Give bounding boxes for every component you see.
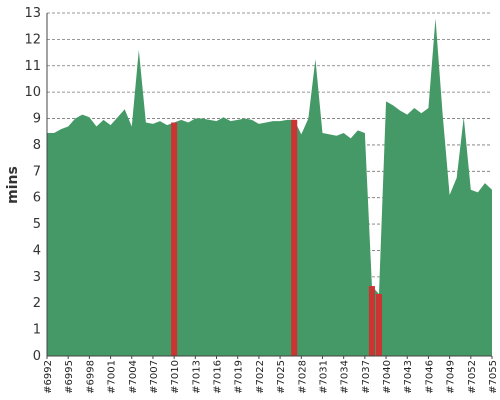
x-tick-label: #7019	[234, 360, 245, 394]
x-tick-label: #7049	[446, 360, 457, 394]
duration-area	[47, 18, 492, 357]
y-tick-label: 8	[33, 138, 41, 153]
axes	[46, 13, 492, 357]
x-tick-label: #7025	[276, 360, 287, 394]
x-tick-label: #7037	[361, 360, 372, 394]
y-tick-label: 2	[33, 296, 41, 311]
y-tick-label: 4	[33, 243, 41, 258]
y-tick-label: 12	[24, 32, 41, 47]
x-tick-label: #7001	[107, 360, 118, 394]
x-tick-label: #7031	[318, 360, 329, 394]
x-tick-label: #7043	[403, 360, 414, 394]
x-tick-label: #7028	[297, 360, 308, 394]
y-tick-label: 9	[33, 112, 41, 127]
y-tick-label: 10	[24, 85, 41, 100]
x-tick-label: #7052	[467, 360, 478, 394]
failed-build-bar	[291, 119, 298, 356]
x-tick-label: #6998	[85, 360, 96, 394]
y-tick-label: 0	[33, 349, 41, 364]
x-tick-label: #7013	[191, 360, 202, 394]
x-tick-label: #7007	[149, 360, 160, 394]
x-tick-label: #7040	[382, 360, 393, 394]
x-tick-label: #7004	[128, 360, 139, 394]
x-tick-label: #6995	[64, 360, 75, 394]
x-tick-label: #7046	[424, 360, 435, 394]
x-tick-label: #6992	[43, 360, 54, 394]
failed-build-bar	[368, 286, 375, 356]
x-tick-labels: #6992 #6995 #6998 #7001 #7004 #7007 #7010 #7013…	[43, 356, 499, 394]
y-axis-title: mins	[5, 166, 21, 204]
y-tick-label: 11	[24, 59, 41, 74]
y-tick-label: 1	[33, 323, 41, 338]
y-tick-label: 3	[33, 270, 41, 285]
y-tick-label: 6	[33, 191, 41, 206]
x-tick-label: #7010	[170, 360, 181, 394]
x-tick-label: #7034	[340, 360, 351, 394]
y-tick-label: 7	[33, 164, 41, 179]
y-tick-label: 5	[33, 217, 41, 232]
series-area	[47, 18, 492, 357]
failed-build-bar	[171, 122, 178, 356]
failed-build-bar	[375, 293, 382, 356]
failed-builds	[171, 119, 382, 356]
y-tick-label: 13	[24, 6, 41, 21]
x-tick-label: #7016	[213, 360, 224, 394]
x-tick-label: #7055	[488, 360, 499, 394]
x-tick-label: #7022	[255, 360, 266, 394]
